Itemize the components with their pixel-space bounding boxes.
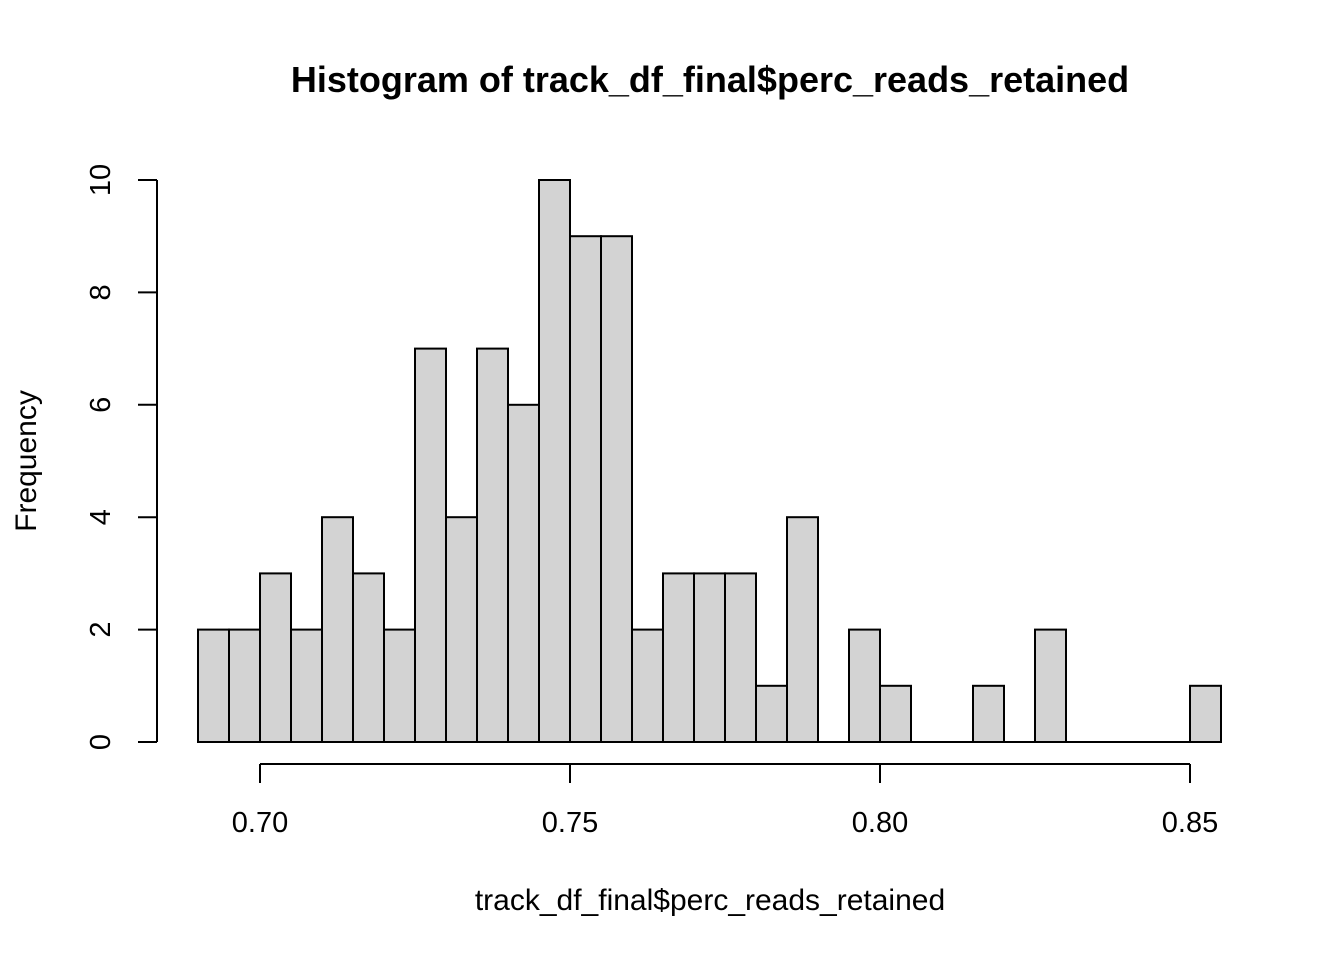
y-axis: 0 2 4 6 8 10 <box>85 164 158 750</box>
histogram-bar <box>786 516 819 744</box>
histogram-bar <box>197 628 230 743</box>
histogram-bar <box>290 628 323 743</box>
histogram-bar <box>507 403 540 743</box>
y-tick-label: 4 <box>85 509 117 525</box>
histogram-bar <box>414 347 447 743</box>
x-tick-label: 0.75 <box>542 807 598 839</box>
histogram-bar <box>1189 684 1222 743</box>
histogram-bar <box>476 347 509 743</box>
x-tick-label: 0.80 <box>852 807 908 839</box>
y-tick-label: 2 <box>85 622 117 638</box>
histogram-bar <box>972 684 1005 743</box>
y-axis-label: Frequency <box>10 390 43 532</box>
histogram-bar <box>569 235 602 743</box>
y-tick-label: 6 <box>85 397 117 413</box>
histogram-bar <box>724 572 757 744</box>
histogram-bar <box>755 684 788 743</box>
histogram-bar <box>631 628 664 743</box>
y-tick-label: 10 <box>85 164 117 196</box>
x-tick-label: 0.85 <box>1162 807 1218 839</box>
histogram-bar <box>352 572 385 744</box>
histogram-bar <box>321 516 354 744</box>
chart-title: Histogram of track_df_final$perc_reads_r… <box>291 59 1129 100</box>
x-tick-label: 0.70 <box>232 807 288 839</box>
y-tick-label: 8 <box>85 284 117 300</box>
x-axis: 0.70 0.75 0.80 0.85 <box>232 763 1218 839</box>
histogram-bar <box>1034 628 1067 743</box>
bars-group <box>197 179 1222 744</box>
histogram-bar <box>600 235 633 743</box>
histogram-bar <box>259 572 292 744</box>
histogram-bar <box>538 179 571 743</box>
histogram-bar <box>879 684 912 743</box>
histogram-bar <box>848 628 881 743</box>
histogram-bar <box>383 628 416 743</box>
x-axis-label: track_df_final$perc_reads_retained <box>475 884 945 917</box>
y-tick-label: 0 <box>85 734 117 750</box>
histogram-bar <box>693 572 726 744</box>
histogram-bar <box>228 628 261 743</box>
histogram-bar <box>445 516 478 744</box>
histogram-bar <box>662 572 695 744</box>
